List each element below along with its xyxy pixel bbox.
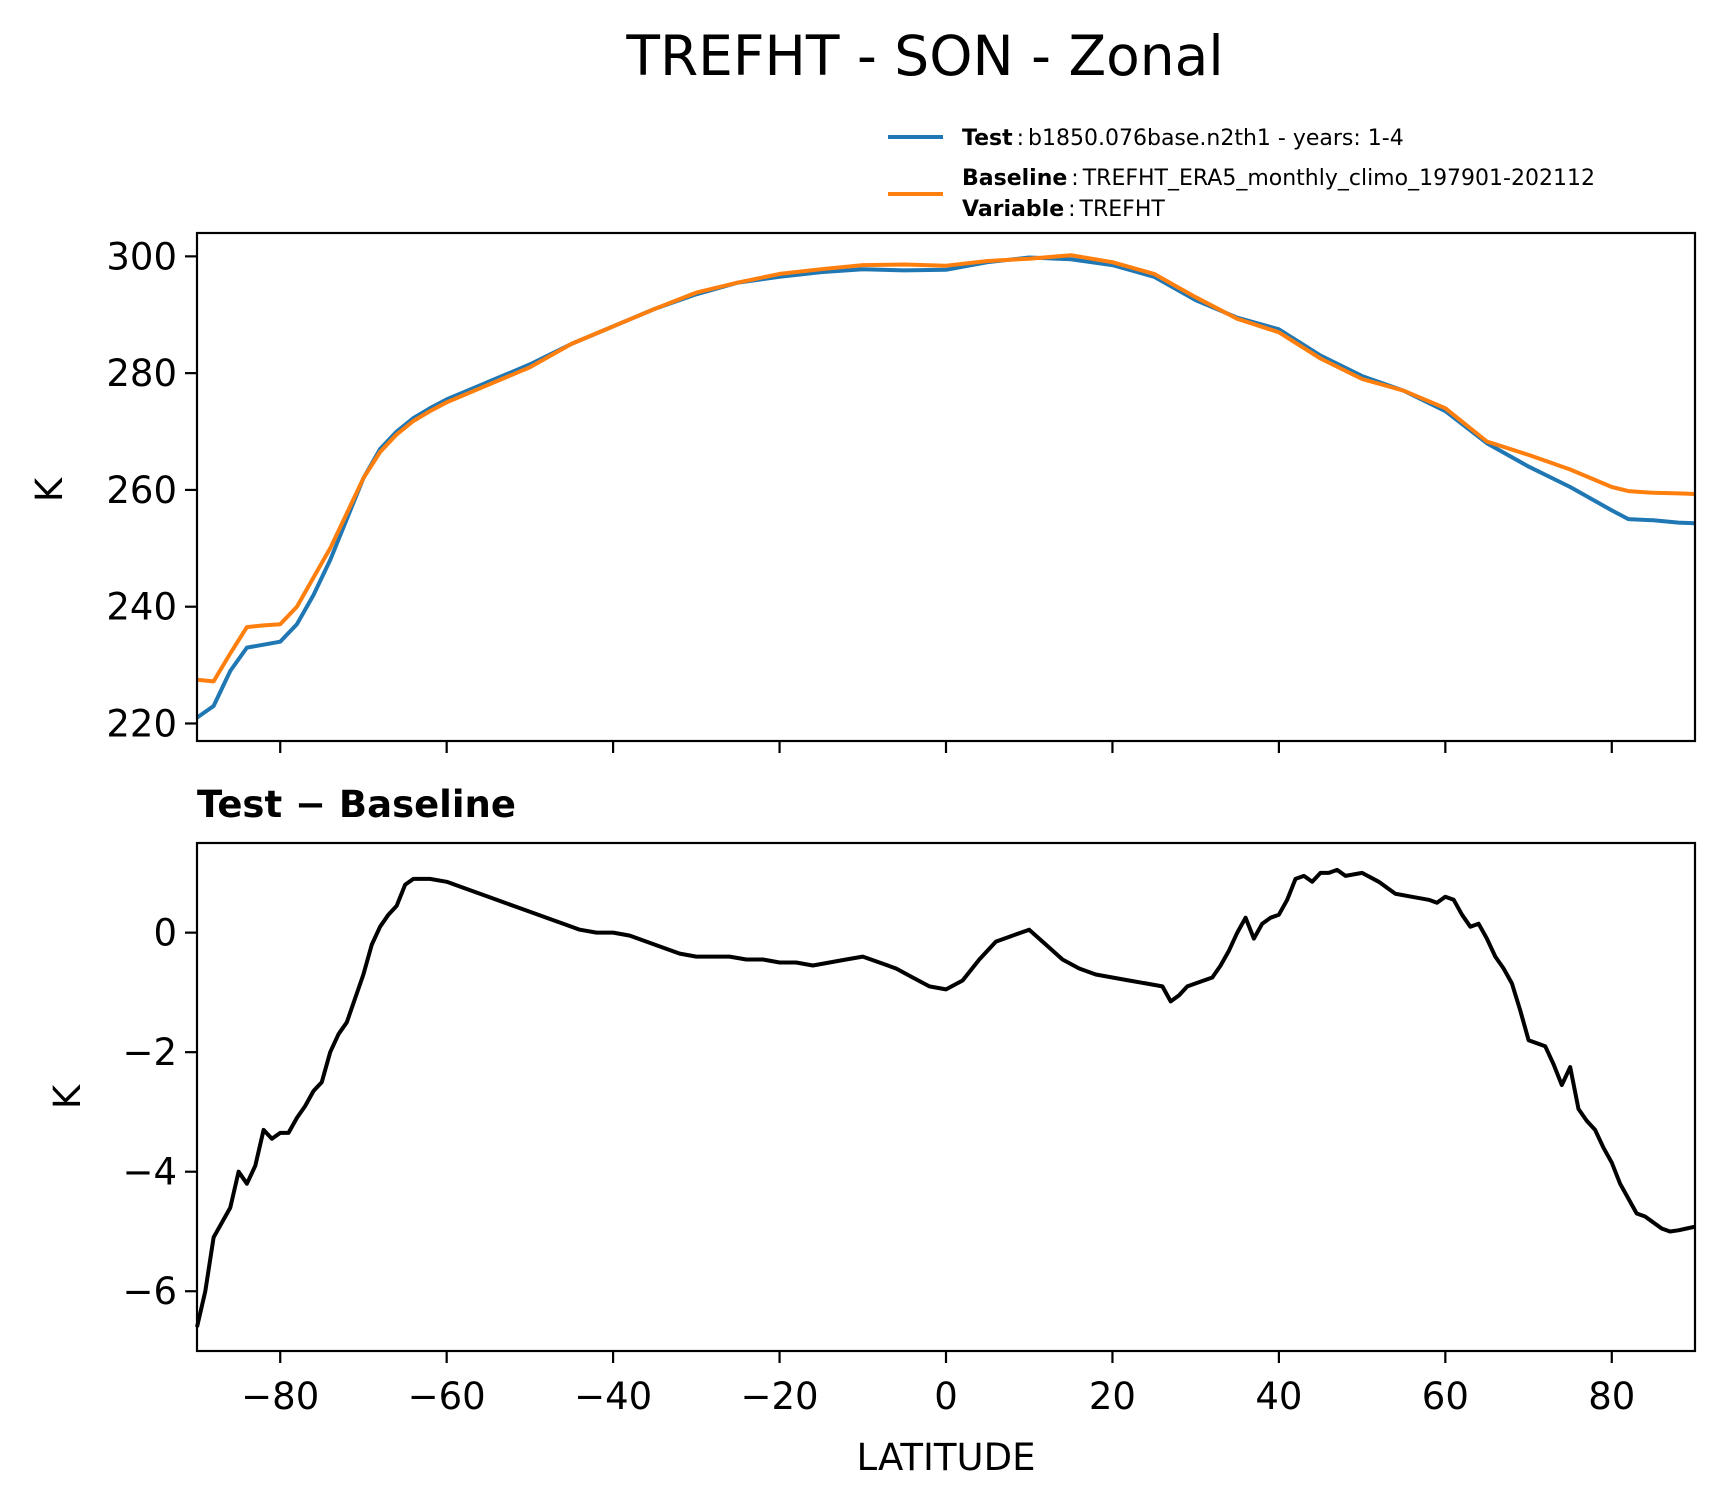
bottom-series-line-test-baseline [195, 867, 1696, 1328]
bottom-xtick-label: −60 [408, 1375, 486, 1418]
bottom-xtick-label: 0 [934, 1375, 958, 1418]
top-ytick-label: 300 [106, 235, 177, 278]
top-ytick-label: 220 [106, 702, 177, 745]
legend-variable-entry: Variable: TREFHT [962, 197, 1165, 222]
top-series-line-test [195, 255, 1696, 720]
legend-test-entry: Test: b1850.076base.n2th1 - years: 1-4 [962, 126, 1404, 151]
legend-baseline-entry: Baseline: TREFHT_ERA5_monthly_climo_19790… [962, 166, 1595, 191]
legend-baseline-key: Baseline [962, 166, 1067, 191]
bottom-xtick-label: 20 [1089, 1375, 1136, 1418]
top-ytick-group: 220 240 260 280 300 [106, 235, 197, 745]
top-ytick-label: 280 [106, 352, 177, 395]
bottom-ytick-label: 0 [153, 912, 177, 955]
legend-test-key: Test [962, 126, 1013, 151]
bottom-panel: Test − Baseline −80 −60 −40 −20 0 20 40 60 80 −6… [46, 783, 1697, 1479]
bottom-xlabel: LATITUDE [857, 1436, 1036, 1479]
top-ylabel: K [28, 476, 71, 502]
bottom-ytick-group: −6 −4 −2 0 [122, 912, 197, 1313]
top-ytick-label: 260 [106, 469, 177, 512]
bottom-ytick-label: −4 [122, 1151, 177, 1194]
bottom-series-group [195, 867, 1696, 1328]
legend-variable-colon: : [1068, 197, 1075, 222]
bottom-ytick-label: −2 [122, 1031, 177, 1074]
legend-baseline-text: TREFHT_ERA5_monthly_climo_197901-202112 [1082, 166, 1595, 191]
bottom-xtick-label: 80 [1588, 1375, 1635, 1418]
legend-test-text: b1850.076base.n2th1 - years: 1-4 [1028, 126, 1404, 151]
legend: Test: b1850.076base.n2th1 - years: 1-4 Ba… [888, 126, 1595, 222]
legend-test-colon: : [1017, 126, 1024, 151]
bottom-xtick-label: 40 [1255, 1375, 1302, 1418]
top-series-line-baseline [196, 253, 1696, 684]
bottom-xtick-label: −20 [741, 1375, 819, 1418]
legend-variable-key: Variable [962, 197, 1064, 222]
bottom-xtick-label: −40 [574, 1375, 652, 1418]
bottom-ylabel: K [46, 1083, 89, 1109]
top-ytick-label: 240 [106, 586, 177, 629]
figure-title: TREFHT - SON - Zonal [625, 24, 1223, 88]
bottom-ytick-label: −6 [122, 1270, 177, 1313]
bottom-xtick-group: −80 −60 −40 −20 0 20 40 60 80 [241, 1351, 1635, 1418]
top-xtick-group [279, 741, 1613, 753]
top-panel: 220 240 260 280 300 K [28, 231, 1697, 753]
bottom-xtick-label: −80 [241, 1375, 319, 1418]
legend-variable-text: TREFHT [1079, 197, 1166, 222]
top-series-group [195, 253, 1696, 720]
legend-baseline-colon: : [1071, 166, 1078, 191]
bottom-xtick-label: 60 [1422, 1375, 1469, 1418]
bottom-panel-title: Test − Baseline [197, 783, 516, 826]
